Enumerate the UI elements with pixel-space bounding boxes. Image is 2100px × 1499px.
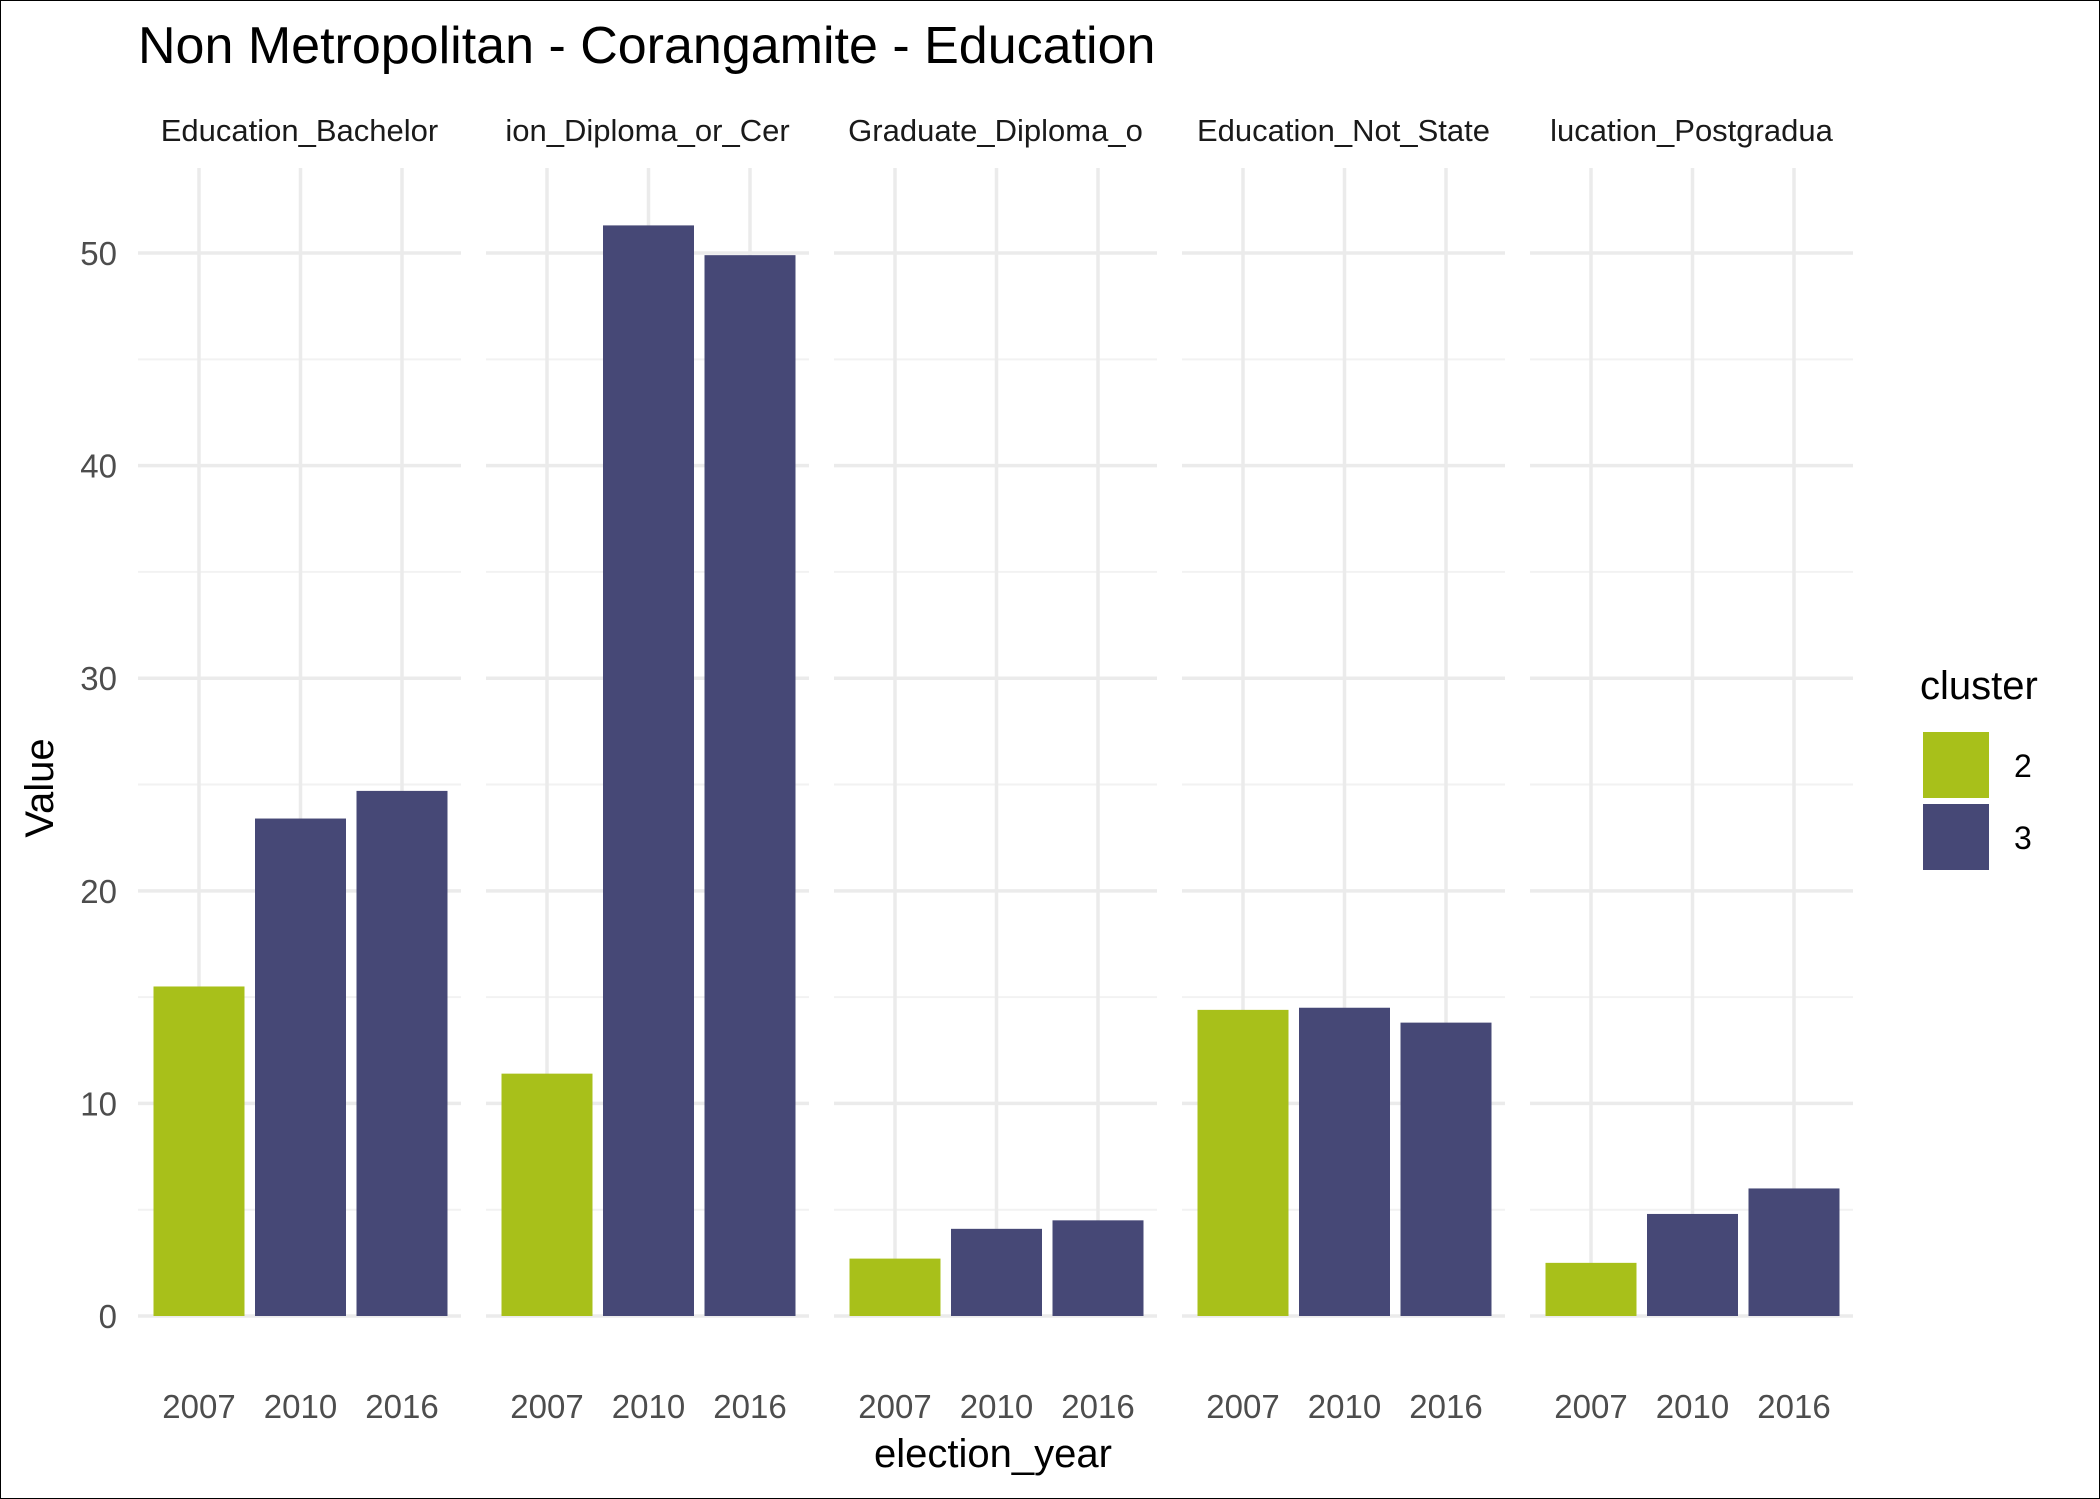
facet-panel: Graduate_Diploma_o 2007 2010 2016 (834, 113, 1157, 1425)
facet-strip-label: Graduate_Diploma_o (848, 113, 1143, 148)
x-tick-label: 2010 (264, 1388, 337, 1425)
bar (356, 790, 448, 1316)
legend-key (1923, 804, 1989, 870)
x-tick-label: 2016 (1757, 1388, 1830, 1425)
x-axis-title: election_year (874, 1432, 1112, 1476)
x-tick-label: 2007 (858, 1388, 931, 1425)
facet-panel: Education_Not_State 2007 2010 2016 (1182, 113, 1505, 1425)
facet-strip-label: Education_Bachelor (161, 113, 438, 148)
facet-panel: ion_Diploma_or_Cer 2007 2010 2016 (486, 113, 809, 1425)
x-tick-label: 2016 (1409, 1388, 1482, 1425)
y-axis-title: Value (18, 738, 62, 837)
bar (1647, 1213, 1738, 1316)
bar (951, 1228, 1042, 1316)
x-tick-label: 2010 (960, 1388, 1033, 1425)
bar (1400, 1022, 1492, 1316)
y-tick-label: 40 (80, 448, 117, 485)
bar (1299, 1007, 1390, 1316)
legend-label: 2 (2014, 748, 2032, 784)
bar (501, 1073, 593, 1316)
legend: cluster 2 3 (1920, 664, 2038, 870)
x-tick-label: 2007 (162, 1388, 235, 1425)
bar (1052, 1220, 1144, 1316)
x-tick-label: 2016 (1061, 1388, 1134, 1425)
facet-panel: Education_Bachelor 2007 2010 2016 (138, 113, 461, 1425)
facet-panel: lucation_Postgradua 2007 2010 2016 (1530, 113, 1853, 1425)
x-tick-label: 2016 (365, 1388, 438, 1425)
bar (1197, 1009, 1289, 1316)
facet-strip-label: Education_Not_State (1197, 113, 1490, 148)
bar (704, 255, 796, 1316)
x-tick-label: 2010 (1308, 1388, 1381, 1425)
bar (849, 1258, 941, 1316)
bar (603, 225, 694, 1316)
y-tick-label: 10 (80, 1085, 117, 1122)
y-axis: 0 10 20 30 40 50 (80, 235, 117, 1335)
y-tick-label: 0 (99, 1298, 117, 1335)
x-tick-label: 2010 (612, 1388, 685, 1425)
bar (255, 818, 346, 1316)
bar (1545, 1262, 1637, 1316)
y-tick-label: 30 (80, 660, 117, 697)
x-tick-label: 2007 (1206, 1388, 1279, 1425)
bar (1748, 1188, 1840, 1316)
chart-title: Non Metropolitan - Corangamite - Educati… (138, 17, 1155, 75)
legend-label: 3 (2014, 820, 2032, 856)
x-tick-label: 2007 (1554, 1388, 1627, 1425)
facet-strip-label: lucation_Postgradua (1550, 113, 1833, 148)
legend-title: cluster (1920, 664, 2038, 708)
bar (153, 986, 245, 1316)
x-tick-label: 2016 (713, 1388, 786, 1425)
facet-strip-label: ion_Diploma_or_Cer (505, 113, 789, 148)
legend-key (1923, 732, 1989, 798)
x-tick-label: 2010 (1656, 1388, 1729, 1425)
y-tick-label: 20 (80, 873, 117, 910)
y-tick-label: 50 (80, 235, 117, 272)
x-tick-label: 2007 (510, 1388, 583, 1425)
